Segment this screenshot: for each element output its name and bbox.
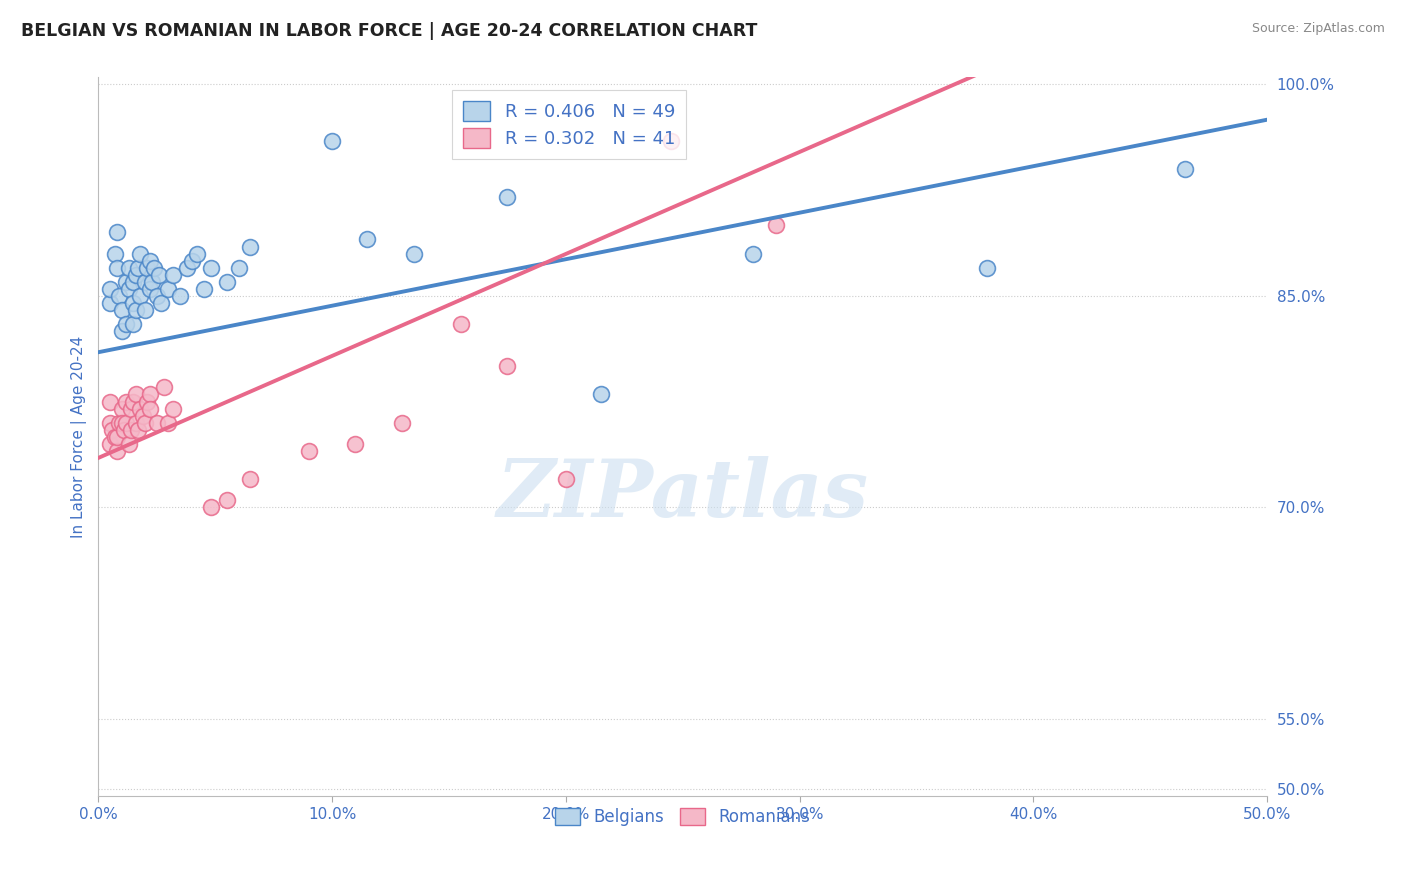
Point: [105, 443, 128, 458]
Point: [200, 260, 222, 275]
Text: Source: ZipAtlas.com: Source: ZipAtlas.com: [1251, 22, 1385, 36]
Point: [215, 493, 238, 508]
Point: [765, 219, 787, 233]
Text: BELGIAN VS ROMANIAN IN LABOR FORCE | AGE 20-24 CORRELATION CHART: BELGIAN VS ROMANIAN IN LABOR FORCE | AGE…: [21, 22, 758, 40]
Point: [146, 289, 169, 303]
Point: [129, 401, 152, 416]
Point: [176, 260, 198, 275]
Point: [104, 246, 127, 260]
Point: [122, 296, 145, 310]
Point: [496, 359, 519, 374]
Point: [162, 268, 184, 282]
Point: [120, 401, 142, 416]
Point: [402, 246, 425, 260]
Point: [104, 430, 127, 444]
Point: [98, 296, 121, 310]
Point: [193, 282, 215, 296]
Point: [115, 416, 138, 430]
Point: [105, 260, 128, 275]
Point: [108, 289, 131, 303]
Point: [118, 260, 141, 275]
Point: [143, 260, 166, 275]
Point: [112, 423, 135, 437]
Point: [157, 416, 180, 430]
Point: [391, 416, 413, 430]
Point: [169, 289, 191, 303]
Point: [118, 437, 141, 451]
Point: [136, 394, 159, 409]
Point: [122, 317, 145, 331]
Point: [98, 416, 121, 430]
Point: [98, 437, 121, 451]
Point: [321, 134, 343, 148]
Point: [554, 472, 576, 486]
Point: [356, 232, 378, 246]
Point: [186, 246, 208, 260]
Point: [134, 302, 156, 317]
Point: [157, 282, 180, 296]
Point: [450, 317, 472, 331]
Point: [125, 387, 148, 401]
Point: [139, 253, 162, 268]
Point: [344, 437, 367, 451]
Point: [108, 416, 131, 430]
Point: [741, 246, 763, 260]
Point: [98, 282, 121, 296]
Point: [115, 317, 138, 331]
Legend: Belgians, Romanians: Belgians, Romanians: [547, 799, 820, 835]
Point: [125, 268, 148, 282]
Point: [141, 275, 163, 289]
Point: [105, 226, 128, 240]
Point: [111, 416, 134, 430]
Point: [134, 416, 156, 430]
Point: [200, 500, 222, 515]
Point: [136, 260, 159, 275]
Point: [127, 423, 149, 437]
Point: [146, 416, 169, 430]
Point: [180, 253, 202, 268]
Point: [120, 423, 142, 437]
Point: [101, 423, 124, 437]
Point: [496, 190, 519, 204]
Point: [111, 302, 134, 317]
Point: [659, 134, 682, 148]
Point: [127, 260, 149, 275]
Point: [139, 282, 162, 296]
Point: [111, 324, 134, 338]
Point: [129, 289, 152, 303]
Point: [129, 246, 152, 260]
Point: [215, 275, 238, 289]
Point: [118, 282, 141, 296]
Point: [115, 275, 138, 289]
Point: [148, 268, 170, 282]
Point: [122, 275, 145, 289]
Y-axis label: In Labor Force | Age 20-24: In Labor Force | Age 20-24: [72, 335, 87, 538]
Point: [150, 296, 173, 310]
Point: [976, 260, 998, 275]
Point: [139, 387, 162, 401]
Point: [125, 416, 148, 430]
Point: [1174, 161, 1197, 176]
Point: [239, 239, 262, 253]
Point: [122, 394, 145, 409]
Point: [298, 443, 321, 458]
Point: [105, 430, 128, 444]
Point: [152, 380, 174, 394]
Point: [228, 260, 250, 275]
Point: [162, 401, 184, 416]
Point: [239, 472, 262, 486]
Text: ZIPatlas: ZIPatlas: [496, 456, 869, 533]
Point: [134, 275, 156, 289]
Point: [589, 387, 612, 401]
Point: [139, 401, 162, 416]
Point: [132, 409, 155, 423]
Point: [98, 394, 121, 409]
Point: [125, 302, 148, 317]
Point: [111, 401, 134, 416]
Point: [115, 394, 138, 409]
